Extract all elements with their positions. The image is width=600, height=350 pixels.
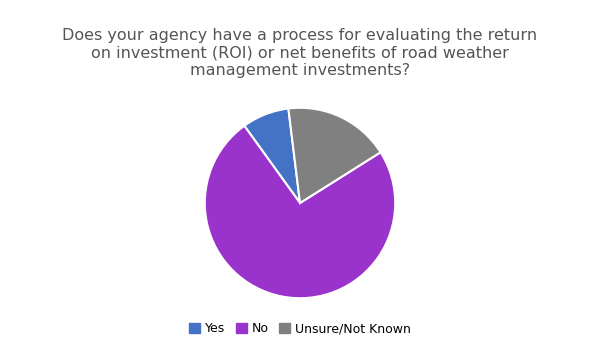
Text: Does your agency have a process for evaluating the return
on investment (ROI) or: Does your agency have a process for eval… [62, 28, 538, 78]
Wedge shape [205, 126, 395, 298]
Legend: Yes, No, Unsure/Not Known: Yes, No, Unsure/Not Known [184, 317, 416, 340]
Wedge shape [244, 108, 300, 203]
Wedge shape [289, 108, 380, 203]
